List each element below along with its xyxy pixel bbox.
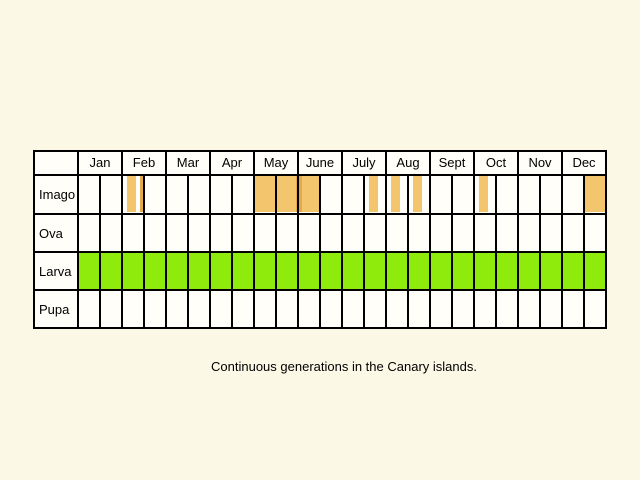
month-label: Sept xyxy=(439,155,466,170)
stage-imago-band xyxy=(479,176,488,212)
labels-layer: Imago Ova Larva Pupa Jan Feb Mar Apr May June July… xyxy=(39,155,596,317)
stage-imago-band xyxy=(584,176,606,212)
stage-imago-band xyxy=(413,176,422,212)
month-label: Mar xyxy=(177,155,200,170)
stage-label: Ova xyxy=(39,226,64,241)
month-label: July xyxy=(352,155,376,170)
month-label: Apr xyxy=(222,155,243,170)
caption: Continuous generations in the Canary isl… xyxy=(211,359,477,374)
month-label: Feb xyxy=(133,155,155,170)
stage-imago-band xyxy=(391,176,400,212)
month-label: Aug xyxy=(396,155,419,170)
month-label: Nov xyxy=(528,155,552,170)
grid-layer xyxy=(33,150,607,329)
month-label: Oct xyxy=(486,155,507,170)
stage-imago-band xyxy=(254,176,320,212)
month-label: Dec xyxy=(572,155,596,170)
stage-label: Larva xyxy=(39,264,72,279)
month-label: Jan xyxy=(90,155,111,170)
stage-imago-band xyxy=(369,176,378,212)
month-label: May xyxy=(264,155,289,170)
stage-label: Pupa xyxy=(39,302,70,317)
imago-accent-band xyxy=(140,176,143,212)
month-label: June xyxy=(306,155,334,170)
stage-imago-band xyxy=(127,176,136,212)
stage-label: Imago xyxy=(39,187,75,202)
